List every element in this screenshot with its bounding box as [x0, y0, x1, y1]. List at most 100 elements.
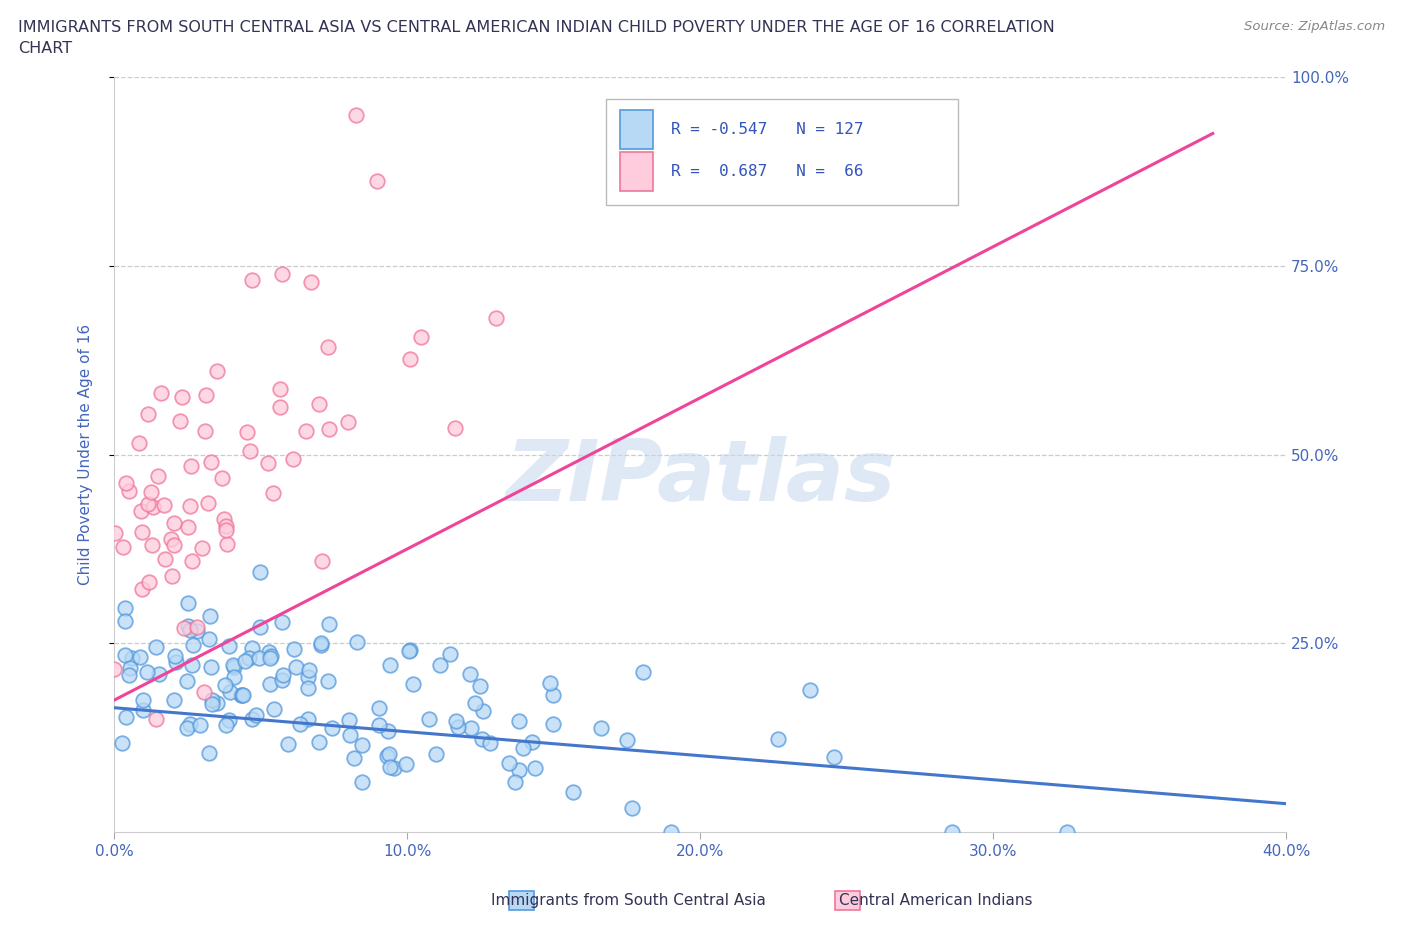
- Point: [271, 267, 294, 282]
- Point: [538, 676, 561, 691]
- Point: [114, 648, 136, 663]
- Point: [240, 272, 263, 287]
- Point: [269, 382, 291, 397]
- Point: [131, 582, 153, 597]
- Point: [1056, 825, 1078, 840]
- Point: [153, 498, 176, 512]
- Point: [176, 519, 198, 534]
- Point: [394, 756, 416, 771]
- Point: [214, 678, 236, 693]
- Point: [179, 499, 201, 514]
- Point: [232, 687, 254, 702]
- Point: [111, 539, 134, 554]
- Point: [150, 385, 173, 400]
- Point: [146, 469, 169, 484]
- Point: [259, 650, 281, 665]
- FancyBboxPatch shape: [606, 100, 957, 206]
- Point: [215, 519, 238, 534]
- Point: [399, 352, 422, 366]
- Point: [321, 721, 343, 736]
- Point: [205, 364, 228, 379]
- Point: [399, 642, 422, 657]
- Point: [339, 727, 361, 742]
- Point: [344, 107, 367, 122]
- Point: [281, 451, 304, 466]
- Point: [508, 763, 530, 777]
- Point: [201, 693, 224, 708]
- Point: [259, 645, 281, 660]
- Point: [222, 659, 245, 674]
- Point: [148, 666, 170, 681]
- Point: [142, 499, 165, 514]
- Point: [368, 717, 391, 732]
- Point: [118, 668, 141, 683]
- Point: [114, 709, 136, 724]
- Point: [239, 444, 262, 458]
- Point: [316, 673, 339, 688]
- Point: [194, 387, 217, 402]
- Point: [186, 619, 208, 634]
- Point: [103, 661, 125, 676]
- Point: [222, 670, 245, 684]
- Point: [249, 565, 271, 579]
- Point: [350, 737, 373, 752]
- Point: [308, 396, 330, 411]
- Point: [418, 711, 440, 726]
- Point: [311, 553, 333, 568]
- Point: [169, 413, 191, 428]
- Point: [380, 760, 402, 775]
- Text: R = -0.547   N = 127: R = -0.547 N = 127: [671, 122, 863, 138]
- Point: [589, 721, 612, 736]
- Point: [136, 497, 159, 512]
- Point: [941, 825, 963, 840]
- Text: CHART: CHART: [18, 41, 72, 56]
- Point: [343, 751, 366, 765]
- Point: [179, 716, 201, 731]
- Point: [131, 525, 153, 539]
- Point: [337, 415, 360, 430]
- Point: [165, 648, 187, 663]
- Text: ZIPatlas: ZIPatlas: [505, 436, 896, 519]
- Point: [447, 719, 470, 734]
- Point: [135, 665, 157, 680]
- Point: [160, 568, 183, 583]
- Point: [309, 635, 332, 650]
- Point: [318, 422, 340, 437]
- Point: [200, 659, 222, 674]
- Point: [181, 658, 204, 672]
- Point: [129, 649, 152, 664]
- Point: [366, 174, 388, 189]
- Point: [464, 696, 486, 711]
- Point: [256, 455, 278, 470]
- Point: [163, 515, 186, 530]
- Point: [177, 618, 200, 633]
- Point: [219, 684, 242, 699]
- Point: [205, 696, 228, 711]
- Point: [194, 423, 217, 438]
- Point: [284, 659, 307, 674]
- Point: [271, 668, 294, 683]
- Point: [141, 538, 163, 552]
- Point: [181, 637, 204, 652]
- Bar: [620, 110, 654, 150]
- Point: [221, 658, 243, 672]
- Point: [263, 702, 285, 717]
- Point: [218, 638, 240, 653]
- Point: [460, 721, 482, 736]
- Point: [188, 718, 211, 733]
- Point: [283, 642, 305, 657]
- Point: [311, 638, 333, 653]
- Point: [259, 677, 281, 692]
- Point: [233, 653, 256, 668]
- Point: [240, 712, 263, 727]
- Point: [375, 749, 398, 764]
- Point: [522, 735, 544, 750]
- Point: [236, 424, 259, 439]
- Point: [352, 775, 374, 790]
- Point: [136, 406, 159, 421]
- Point: [543, 716, 565, 731]
- Point: [562, 785, 585, 800]
- Point: [201, 697, 224, 711]
- Point: [823, 750, 845, 764]
- Point: [218, 712, 240, 727]
